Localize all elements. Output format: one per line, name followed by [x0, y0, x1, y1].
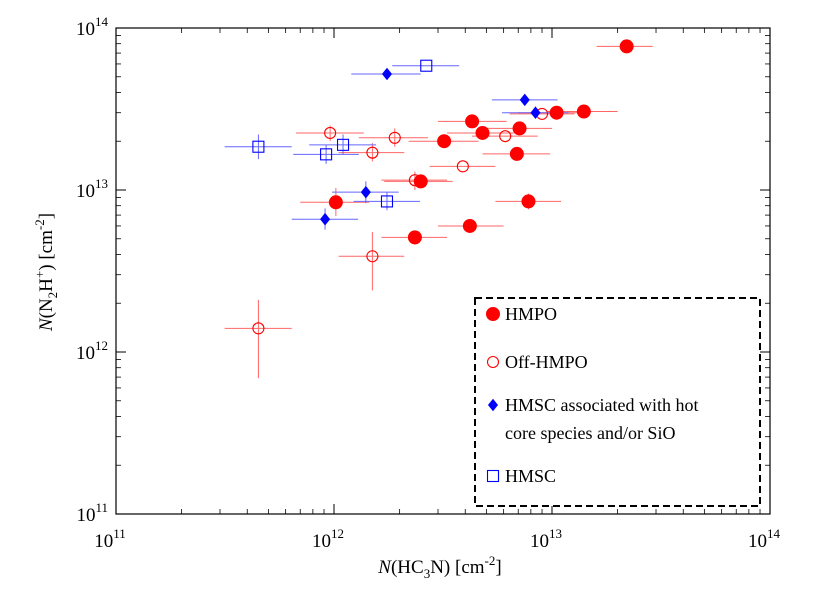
legend-label: HMPO — [505, 304, 557, 324]
plot-area — [115, 27, 771, 515]
hmsc-point — [252, 140, 265, 153]
legend-marker — [486, 355, 500, 369]
hmsc-point — [336, 138, 350, 151]
data-markers — [252, 39, 634, 335]
axis-labels: N(HC3N) [cm-2] N(N2H+) [cm-2] — [32, 213, 502, 581]
hmsc-point — [320, 212, 331, 226]
y-tick-label: 1013 — [76, 176, 108, 202]
y-axis-label: N(N2H+) [cm-2] — [32, 213, 60, 332]
y-tick-label: 1014 — [76, 14, 109, 40]
legend-label: Off-HMPO — [505, 352, 588, 372]
hmpo-point — [619, 39, 634, 54]
legend-label: HMSC associated with hot — [505, 395, 699, 415]
hmpo-point — [462, 218, 477, 233]
legend-marker — [486, 307, 500, 321]
hmpo-point — [509, 146, 524, 161]
hmsc-point — [320, 148, 333, 161]
legend-box — [474, 297, 761, 507]
y-tick-label: 1012 — [76, 338, 108, 364]
x-axis-label: N(HC3N) [cm-2] — [377, 553, 501, 581]
off-hmpo-point — [252, 322, 265, 335]
x-tick-label: 1014 — [748, 526, 781, 552]
hmsc-point — [360, 185, 371, 199]
off-hmpo-point — [366, 250, 379, 263]
x-tick-label: 1011 — [94, 526, 126, 552]
off-hmpo-point — [499, 130, 512, 143]
y-axis-ticks: 1011 1012 1013 1014 — [76, 14, 770, 526]
hmpo-point — [475, 125, 490, 140]
off-hmpo-point — [388, 131, 401, 144]
x-tick-label: 1013 — [530, 526, 562, 552]
hmsc-point — [530, 106, 541, 120]
off-hmpo-point — [408, 174, 421, 187]
off-hmpo-point — [456, 160, 469, 173]
plot-frame — [115, 27, 771, 515]
x-tick-label: 1012 — [312, 526, 344, 552]
hmpo-point — [465, 114, 480, 129]
hmpo-point — [549, 105, 564, 120]
hmsc-point — [420, 59, 433, 72]
legend: HMPO Off-HMPO HMSC associated with hot core… — [474, 297, 761, 507]
legend-label: HMSC — [505, 466, 556, 486]
hmsc-point — [380, 195, 394, 208]
hmpo-point — [512, 121, 527, 136]
hmpo-point — [521, 194, 536, 209]
hmpo-point — [407, 230, 422, 245]
hmsc-point — [381, 67, 393, 81]
off-hmpo-point — [366, 146, 379, 159]
off-hmpo-point — [324, 126, 337, 139]
y-tick-label: 1011 — [76, 500, 108, 526]
legend-marker — [487, 398, 499, 412]
legend-marker — [486, 469, 500, 483]
hmpo-point — [437, 134, 452, 149]
hmpo-point — [576, 104, 591, 119]
legend-label: core species and/or SiO — [505, 423, 675, 443]
hmsc-point — [519, 93, 530, 107]
x-axis-ticks: 1011 1012 1013 1014 — [94, 28, 781, 552]
hmpo-point — [328, 195, 343, 210]
